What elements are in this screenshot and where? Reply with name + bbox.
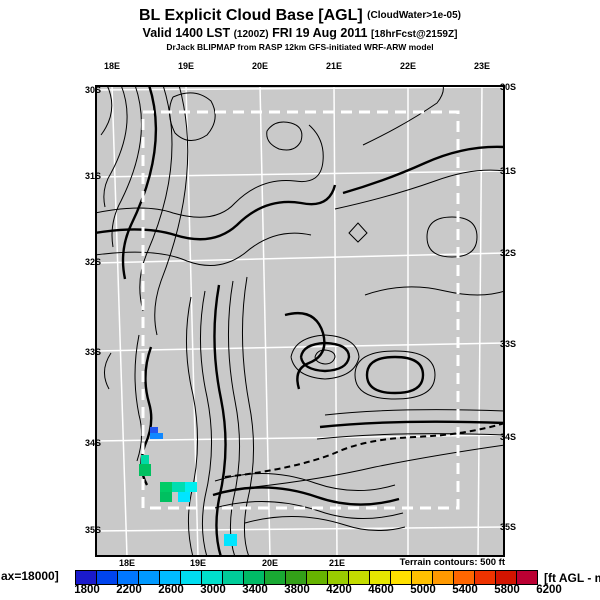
- terrain-contours: [95, 85, 505, 557]
- colorbar-segment: [307, 571, 328, 584]
- colorbar-segment: [391, 571, 412, 584]
- valid-date: FRI 19 Aug 2011: [272, 26, 368, 40]
- cloudbase-patch: [178, 492, 190, 502]
- lon-label-top: 23E: [473, 61, 491, 71]
- lat-label-right: 32S: [499, 248, 517, 258]
- colorbar-segment: [160, 571, 181, 584]
- lon-label-top: 19E: [177, 61, 195, 71]
- cloudbase-patch: [224, 534, 237, 546]
- cloudbase-patch: [139, 464, 151, 476]
- lat-label-right: 31S: [499, 166, 517, 176]
- colorbar-max-note: ax=18000]: [1, 569, 59, 583]
- colorbar-segment: [181, 571, 202, 584]
- cloudbase-patch: [185, 482, 197, 492]
- colorbar-segment: [223, 571, 244, 584]
- colorbar-segment: [244, 571, 265, 584]
- lon-label-bottom: 21E: [328, 558, 346, 568]
- colorbar-tick: 3000: [200, 584, 226, 596]
- lat-label-left: 34S: [84, 438, 102, 448]
- cloudbase-patch: [160, 492, 172, 502]
- colorbar-tick: 4600: [368, 584, 394, 596]
- colorbar-tick: 3800: [284, 584, 310, 596]
- terrain-contour-map: [95, 85, 505, 557]
- lon-label-bottom: 18E: [118, 558, 136, 568]
- colorbar-segment: [328, 571, 349, 584]
- title-threshold: (CloudWater>1e-05): [367, 10, 461, 21]
- colorbar-segment: [454, 571, 475, 584]
- lat-label-left: 33S: [84, 347, 102, 357]
- terrain-contour-note: Terrain contours: 500 ft: [399, 557, 505, 568]
- colorbar-segment: [265, 571, 286, 584]
- page-title: BL Explicit Cloud Base [AGL] (CloudWater…: [0, 7, 600, 25]
- colorbar-segment: [97, 571, 118, 584]
- colorbar-tick: 3400: [242, 584, 268, 596]
- latlon-grid: [95, 85, 505, 557]
- lon-label-top: 18E: [103, 61, 121, 71]
- lat-label-left: 32S: [84, 257, 102, 267]
- cloudbase-patch-layer: [95, 85, 505, 557]
- colorbar-segment: [349, 571, 370, 584]
- colorbar-segment: [118, 571, 139, 584]
- lon-label-top: 21E: [325, 61, 343, 71]
- colorbar-segment: [412, 571, 433, 584]
- forecast-run: [18hrFcst@2159Z]: [370, 29, 458, 40]
- colorbar-segment: [517, 571, 537, 584]
- lat-label-right: 35S: [499, 522, 517, 532]
- lat-label-right: 34S: [499, 432, 517, 442]
- lat-label-left: 35S: [84, 525, 102, 535]
- lon-label-bottom: 20E: [261, 558, 279, 568]
- valid-time-line: Valid 1400 LST (1200Z) FRI 19 Aug 2011 […: [0, 26, 600, 40]
- colorbar-tick: 6200: [536, 584, 562, 596]
- map-frame: [95, 85, 505, 557]
- colorbar-segment: [496, 571, 517, 584]
- cloudbase-patch: [141, 455, 149, 464]
- colorbar-segment: [475, 571, 496, 584]
- lat-label-left: 30S: [84, 85, 102, 95]
- colorbar-segment: [76, 571, 97, 584]
- lon-label-bottom: 19E: [189, 558, 207, 568]
- cloudbase-patch: [150, 433, 163, 439]
- colorbar-tick: 2200: [116, 584, 142, 596]
- lat-label-right: 30S: [499, 82, 517, 92]
- valid-utc: (1200Z): [233, 29, 269, 40]
- title-main: BL Explicit Cloud Base [AGL]: [138, 7, 363, 24]
- valid-time: Valid 1400 LST: [142, 26, 231, 40]
- nested-domain-boundary: [141, 110, 460, 510]
- colorbar-segment: [286, 571, 307, 584]
- colorbar-segment: [433, 571, 454, 584]
- colorbar-unit-note: [ft AGL - m: [544, 571, 600, 585]
- colorbar-tick: 4200: [326, 584, 352, 596]
- colorbar-segment: [139, 571, 160, 584]
- colorbar-tick: 2600: [158, 584, 184, 596]
- map-area: [95, 85, 505, 557]
- cloudbase-patch: [160, 482, 172, 492]
- colorbar-segment: [202, 571, 223, 584]
- lon-label-top: 22E: [399, 61, 417, 71]
- colorbar-tick: 5400: [452, 584, 478, 596]
- model-attribution: DrJack BLIPMAP from RASP 12km GFS-initia…: [166, 42, 434, 52]
- colorbar-segment: [370, 571, 391, 584]
- colorbar-tick: 1800: [74, 584, 100, 596]
- cloudbase-patch: [150, 427, 158, 433]
- lon-label-top: 20E: [251, 61, 269, 71]
- cloudbase-colorbar: [75, 570, 538, 585]
- colorbar-tick: 5800: [494, 584, 520, 596]
- lat-label-left: 31S: [84, 171, 102, 181]
- colorbar-tick: 5000: [410, 584, 436, 596]
- lat-label-right: 33S: [499, 339, 517, 349]
- cloudbase-patch: [172, 482, 185, 492]
